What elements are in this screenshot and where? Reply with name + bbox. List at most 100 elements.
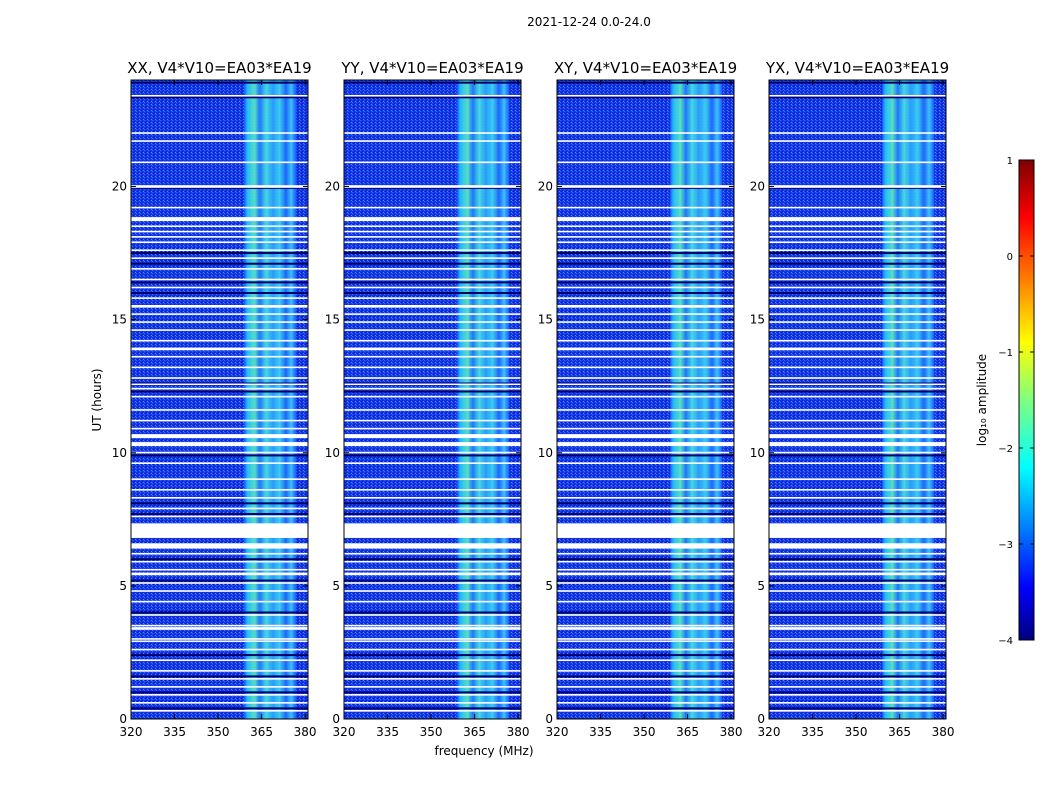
heatmap-flag-line bbox=[131, 582, 308, 584]
y-tick-label: 15 bbox=[538, 313, 553, 327]
colorbar-label: log₁₀ amplitude bbox=[975, 354, 989, 446]
heatmap-flag-line bbox=[769, 451, 946, 454]
heatmap-flag-line bbox=[557, 659, 734, 662]
colorbar-tick-label: −1 bbox=[998, 348, 1013, 359]
x-tick-label: 380 bbox=[932, 725, 955, 739]
heatmap-flagged-gap bbox=[557, 543, 734, 549]
heatmap-dark-line bbox=[131, 292, 308, 294]
heatmap-flag-line bbox=[344, 94, 521, 97]
heatmap-dark-line bbox=[131, 281, 308, 284]
heatmap-dark-line bbox=[557, 454, 734, 457]
panel-frame bbox=[343, 79, 522, 720]
heatmap-flag-line bbox=[557, 678, 734, 680]
heatmap-dark-line bbox=[131, 654, 308, 657]
heatmap-dark-line bbox=[769, 707, 946, 710]
heatmap-flag-line bbox=[344, 355, 521, 358]
x-tick-label: 350 bbox=[845, 725, 868, 739]
heatmap-flagged-gap bbox=[344, 572, 521, 576]
heatmap-dark-line bbox=[131, 252, 308, 255]
heatmap-flag-line bbox=[769, 614, 946, 616]
heatmap-flag-line bbox=[131, 419, 308, 422]
figure-title: 2021-12-24 0.0-24.0 bbox=[527, 15, 651, 29]
y-tick-label: 10 bbox=[112, 446, 127, 460]
heatmap-flag-line bbox=[769, 427, 946, 430]
x-tick-label: 320 bbox=[120, 725, 143, 739]
heatmap-flag-line bbox=[344, 638, 521, 640]
heatmap-flagged-gap bbox=[557, 640, 734, 642]
heatmap-flag-line bbox=[557, 582, 734, 584]
heatmap-dark-line bbox=[131, 707, 308, 710]
heatmap-flag-line bbox=[557, 638, 734, 640]
heatmap-dark-line bbox=[769, 81, 946, 84]
heatmap-flag-line bbox=[769, 206, 946, 209]
heatmap-flagged-gap bbox=[769, 347, 946, 351]
heatmap-flagged-gap bbox=[769, 640, 946, 642]
heatmap-flag-line bbox=[131, 206, 308, 209]
heatmap-flag-line bbox=[344, 140, 521, 142]
heatmap-flag-line bbox=[769, 678, 946, 680]
heatmap-flag-line bbox=[344, 507, 521, 510]
heatmap-flagged-gap bbox=[557, 434, 734, 439]
heatmap-dark-line bbox=[769, 96, 946, 99]
panel-frame bbox=[130, 79, 309, 720]
heatmap-flag-line bbox=[557, 686, 734, 688]
heatmap-flag-line bbox=[131, 132, 308, 134]
x-tick-label: 350 bbox=[420, 725, 443, 739]
heatmap-flag-line bbox=[557, 419, 734, 422]
heatmap-flag-line bbox=[557, 339, 734, 342]
y-tick-label: 10 bbox=[538, 446, 553, 460]
heatmap-flag-line bbox=[344, 366, 521, 369]
heatmap-flag-line bbox=[131, 278, 308, 281]
heatmap-flag-line bbox=[131, 140, 308, 142]
heatmap-dark-line bbox=[344, 390, 521, 393]
heatmap-flagged-gap bbox=[131, 434, 308, 439]
panel-title: YY, V4*V10=EA03*EA19 bbox=[340, 59, 523, 77]
heatmap-flagged-gap bbox=[769, 543, 946, 549]
heatmap-flag-line bbox=[769, 552, 946, 555]
y-tick-label: 5 bbox=[332, 579, 340, 593]
heatmap-flag-line bbox=[557, 161, 734, 164]
heatmap-flag-line bbox=[344, 339, 521, 342]
heatmap-flag-line bbox=[557, 329, 734, 331]
heatmap-flagged-gap bbox=[557, 523, 734, 538]
heatmap-flag-line bbox=[344, 236, 521, 238]
heatmap-flag-line bbox=[557, 225, 734, 228]
heatmap-flag-line bbox=[344, 515, 521, 518]
heatmap-flag-line bbox=[344, 648, 521, 651]
heatmap-flag-line bbox=[769, 694, 946, 696]
heatmap-flag-line bbox=[344, 678, 521, 680]
heatmap-flag-line bbox=[131, 230, 308, 233]
heatmap-flagged-gap bbox=[557, 185, 734, 188]
x-tick-label: 380 bbox=[507, 725, 530, 739]
heatmap-flagged-gap bbox=[557, 383, 734, 386]
heatmap-flag-line bbox=[557, 409, 734, 411]
colorbar-tick-label: −4 bbox=[998, 636, 1013, 647]
heatmap-flag-line bbox=[344, 313, 521, 315]
panel-xx: XX, V4*V10=EA03*EA19 320 335 350 365 380 0 5 10 1… bbox=[112, 59, 317, 739]
heatmap-flagged-gap bbox=[344, 217, 521, 222]
heatmap-flag-line bbox=[131, 355, 308, 358]
y-axis-label: UT (hours) bbox=[90, 368, 104, 431]
y-tick-label: 5 bbox=[119, 579, 127, 593]
heatmap-flag-line bbox=[769, 377, 946, 379]
heatmap-flag-line bbox=[131, 560, 308, 563]
heatmap-flagged-gap bbox=[131, 347, 308, 351]
heatmap-flagged-gap bbox=[557, 627, 734, 630]
heatmap-flag-line bbox=[344, 568, 521, 571]
heatmap-flag-line bbox=[131, 395, 308, 398]
heatmap-flag-line bbox=[131, 161, 308, 164]
heatmap-dark-line bbox=[131, 675, 308, 678]
heatmap-flagged-gap bbox=[131, 217, 308, 222]
heatmap-flag-line bbox=[344, 321, 521, 323]
heatmap-flagged-gap bbox=[131, 523, 308, 538]
heatmap-dark-line bbox=[557, 252, 734, 255]
heatmap-flagged-gap bbox=[131, 185, 308, 188]
heatmap-dark-line bbox=[344, 96, 521, 99]
heatmap-flag-line bbox=[557, 489, 734, 491]
y-tick-label: 10 bbox=[325, 446, 340, 460]
panel-title: XX, V4*V10=EA03*EA19 bbox=[127, 59, 311, 77]
heatmap-flag-line bbox=[344, 241, 521, 244]
heatmap-flagged-gap bbox=[769, 523, 946, 538]
heatmap-flag-line bbox=[557, 427, 734, 430]
heatmap-flag-line bbox=[769, 241, 946, 244]
